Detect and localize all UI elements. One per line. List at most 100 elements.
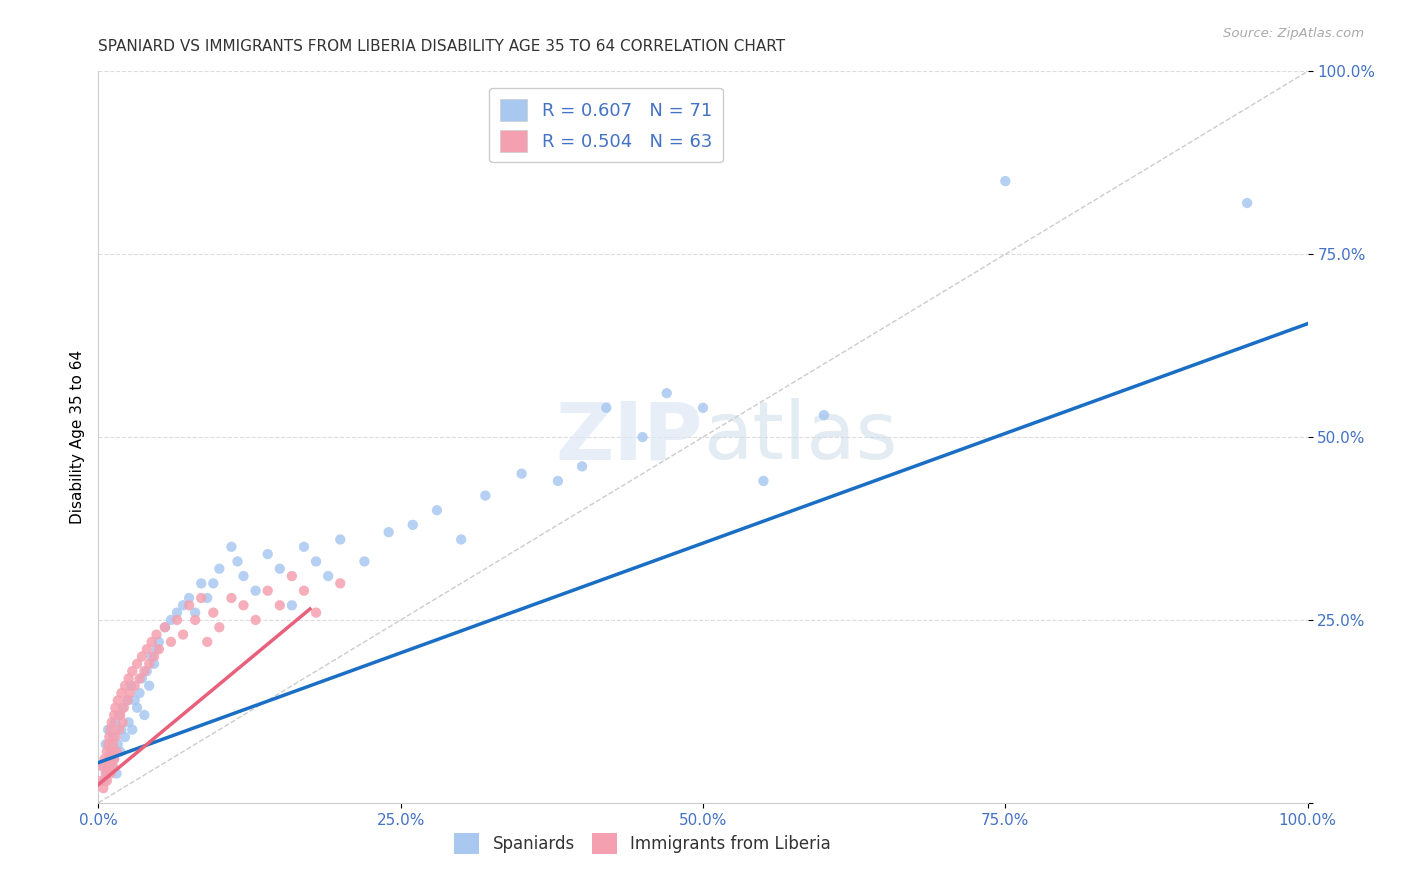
Point [97, 737, 120, 751]
Point [245, 583, 267, 598]
Point [134, 708, 156, 723]
Point [100, 759, 122, 773]
Point [166, 613, 188, 627]
Y-axis label: Disability Age 35 to 64: Disability Age 35 to 64 [69, 350, 84, 524]
Point [93, 773, 115, 788]
Point [160, 635, 183, 649]
Point [195, 591, 218, 605]
Point [353, 554, 375, 568]
Point [97, 723, 120, 737]
Point [118, 686, 141, 700]
Point [148, 635, 170, 649]
Point [96, 766, 118, 780]
Point [91, 759, 114, 773]
Point [190, 576, 212, 591]
Point [143, 657, 166, 671]
Point [96, 745, 118, 759]
Point [256, 583, 278, 598]
Point [166, 606, 188, 620]
Point [107, 693, 129, 707]
Point [281, 599, 304, 613]
Point [103, 708, 125, 723]
Point [752, 474, 775, 488]
Point [202, 576, 225, 591]
Text: ZIP: ZIP [555, 398, 703, 476]
Point [179, 591, 201, 605]
Point [100, 766, 122, 780]
Point [245, 613, 267, 627]
Point [114, 679, 136, 693]
Point [127, 657, 149, 671]
Point [98, 730, 121, 744]
Point [134, 664, 156, 678]
Point [226, 554, 249, 568]
Point [135, 664, 157, 678]
Point [329, 533, 352, 547]
Point [128, 686, 150, 700]
Point [221, 540, 243, 554]
Point [120, 679, 142, 693]
Point [474, 489, 496, 503]
Point [184, 606, 207, 620]
Point [110, 686, 132, 700]
Point [281, 569, 304, 583]
Point [184, 613, 207, 627]
Point [121, 723, 143, 737]
Point [90, 773, 112, 788]
Point [692, 401, 714, 415]
Point [103, 752, 125, 766]
Point [402, 517, 425, 532]
Point [100, 723, 122, 737]
Point [377, 525, 399, 540]
Point [141, 649, 163, 664]
Point [104, 700, 127, 714]
Point [111, 715, 134, 730]
Point [100, 715, 122, 730]
Point [292, 583, 315, 598]
Point [104, 730, 127, 744]
Point [131, 672, 153, 686]
Point [135, 642, 157, 657]
Point [329, 576, 352, 591]
Point [510, 467, 533, 481]
Point [269, 599, 291, 613]
Point [105, 745, 128, 759]
Point [305, 554, 328, 568]
Point [117, 693, 139, 707]
Point [160, 613, 183, 627]
Point [98, 752, 121, 766]
Point [595, 401, 617, 415]
Point [93, 752, 115, 766]
Point [631, 430, 654, 444]
Point [143, 649, 166, 664]
Text: SPANIARD VS IMMIGRANTS FROM LIBERIA DISABILITY AGE 35 TO 64 CORRELATION CHART: SPANIARD VS IMMIGRANTS FROM LIBERIA DISA… [98, 38, 786, 54]
Point [96, 773, 118, 788]
Point [108, 723, 131, 737]
Point [202, 606, 225, 620]
Point [128, 672, 150, 686]
Point [108, 708, 131, 723]
Point [97, 759, 120, 773]
Point [124, 693, 146, 707]
Point [91, 759, 114, 773]
Point [172, 599, 194, 613]
Point [112, 700, 135, 714]
Point [103, 752, 125, 766]
Point [131, 649, 153, 664]
Point [305, 606, 328, 620]
Point [114, 730, 136, 744]
Point [547, 474, 569, 488]
Point [118, 715, 141, 730]
Point [111, 700, 134, 714]
Legend: Spaniards, Immigrants from Liberia: Spaniards, Immigrants from Liberia [447, 827, 838, 860]
Point [269, 562, 291, 576]
Point [148, 642, 170, 657]
Point [813, 408, 835, 422]
Point [101, 730, 124, 744]
Point [172, 627, 194, 641]
Point [105, 766, 128, 780]
Point [108, 745, 131, 759]
Point [107, 737, 129, 751]
Point [571, 459, 593, 474]
Point [94, 766, 117, 780]
